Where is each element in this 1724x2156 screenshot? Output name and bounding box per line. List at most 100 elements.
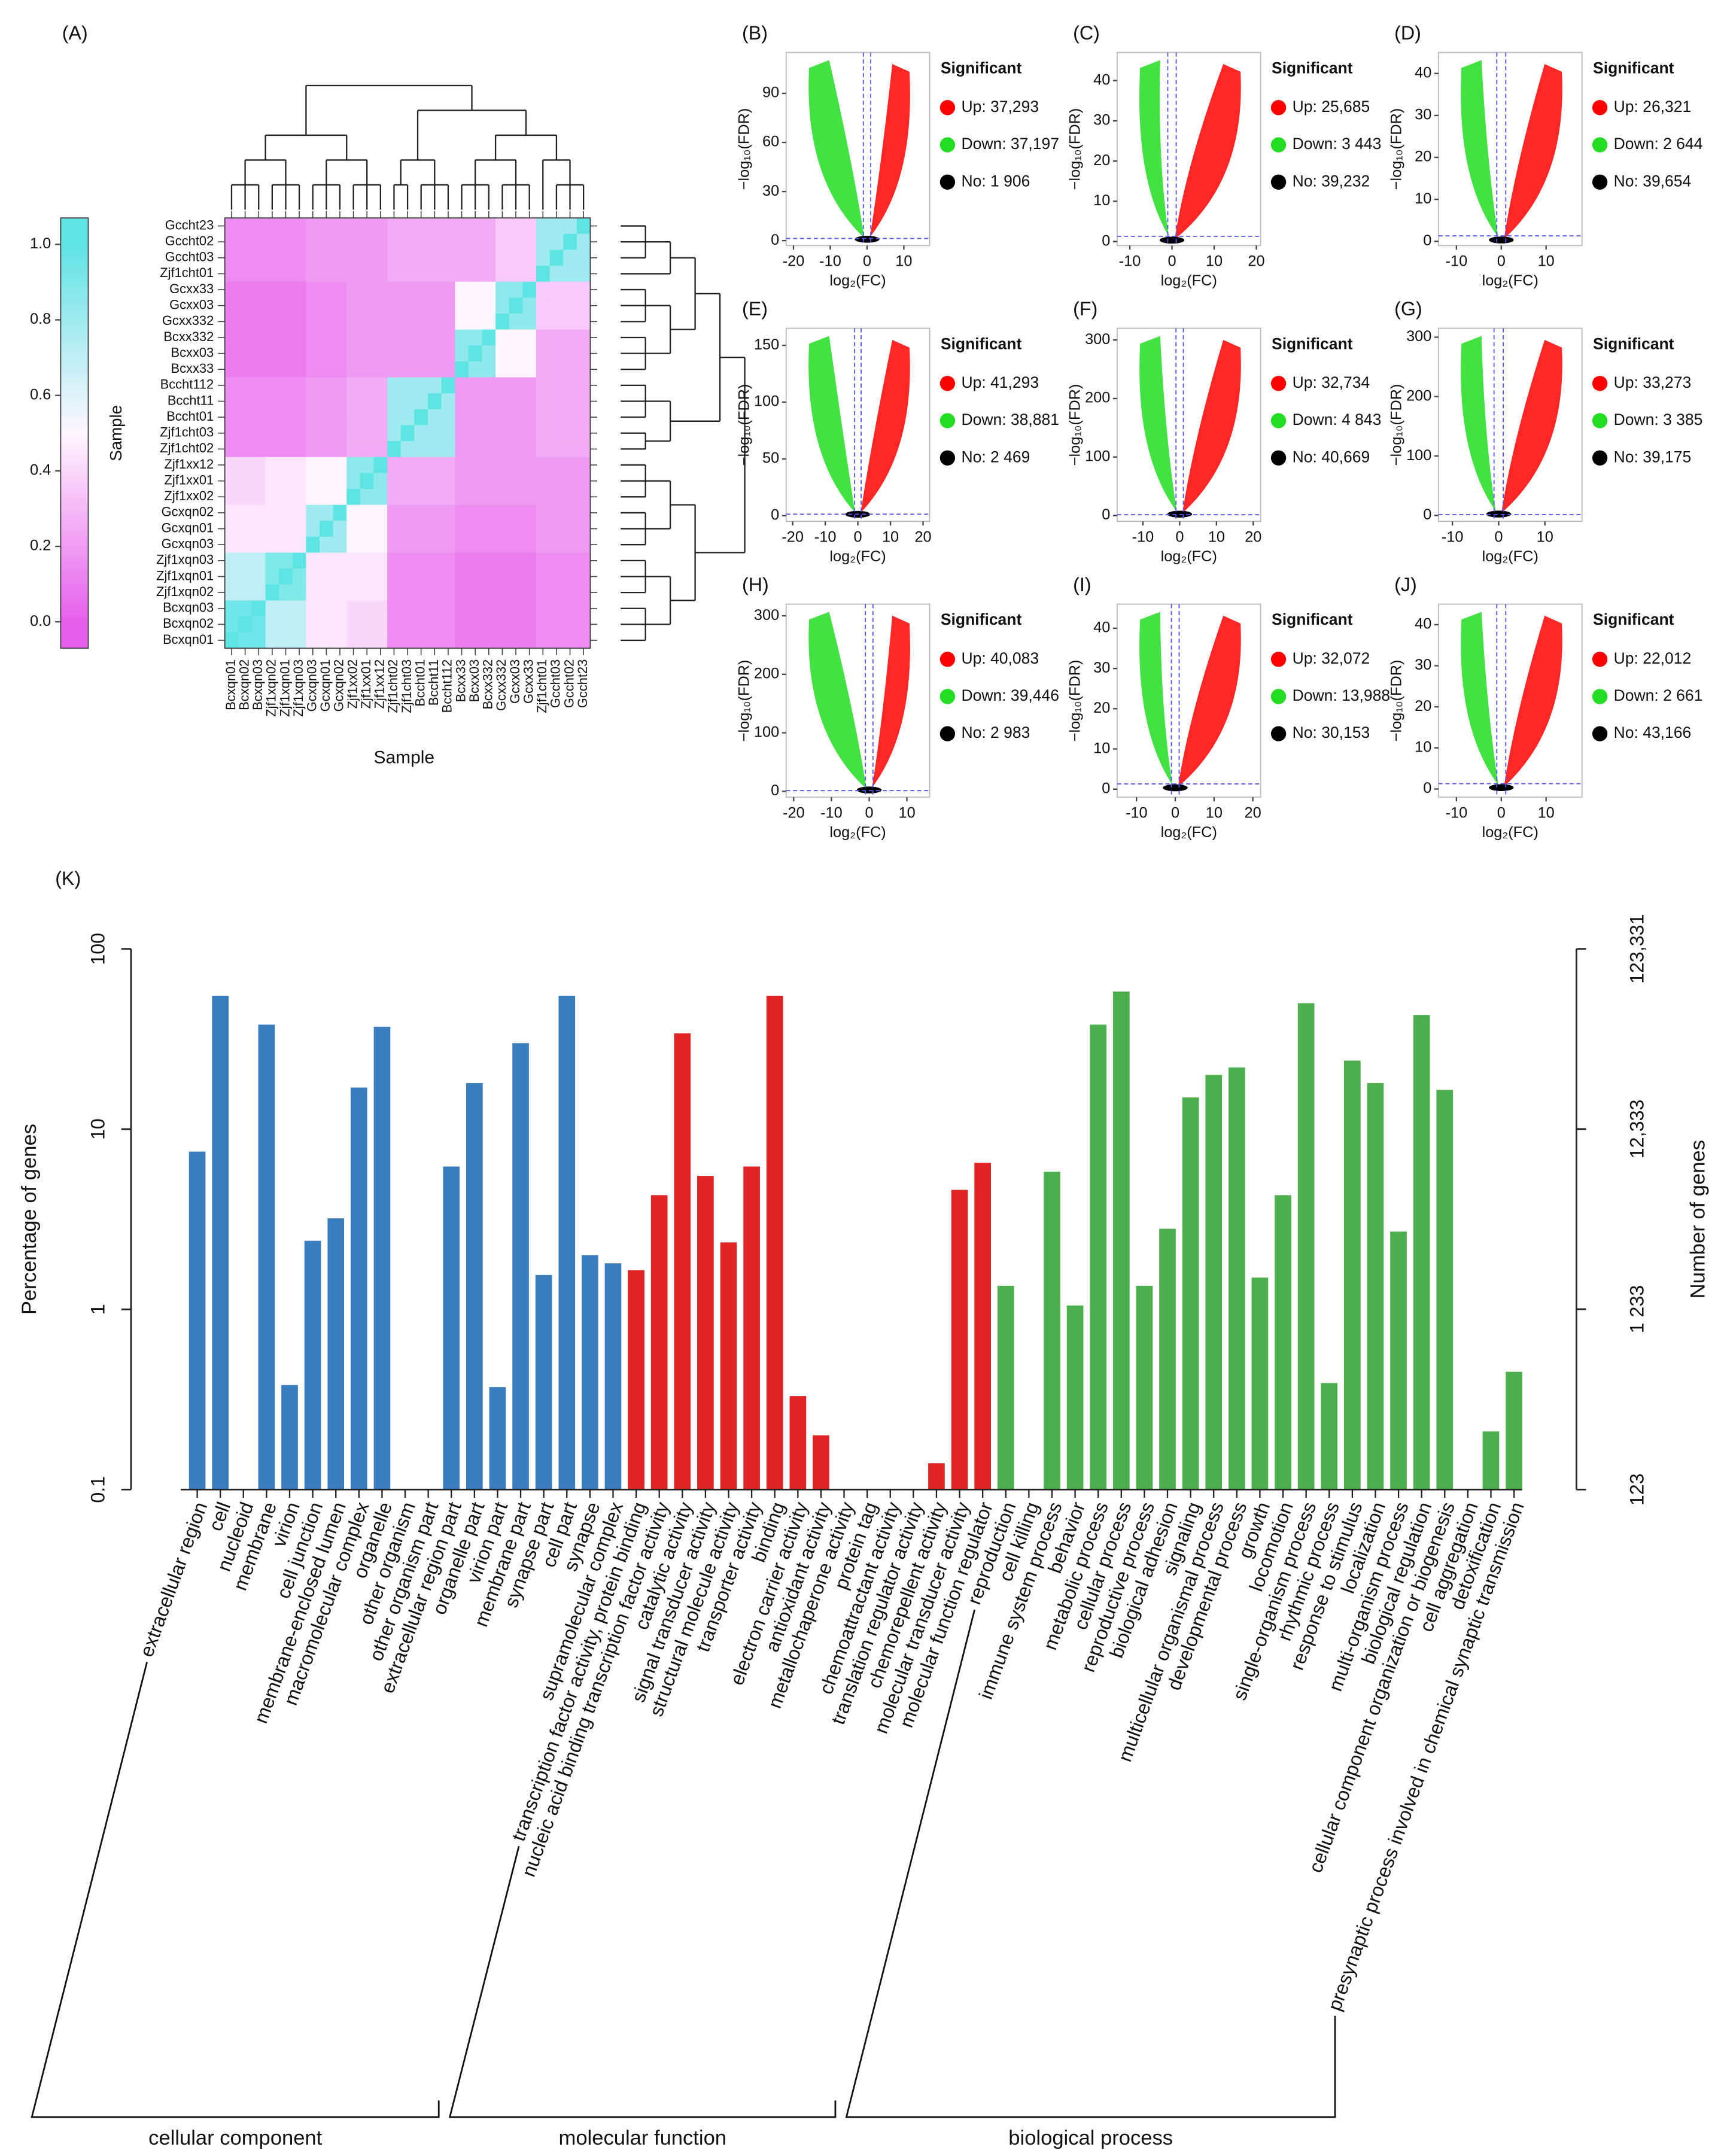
heatmap-cell	[455, 473, 469, 489]
heatmap-cell	[414, 504, 428, 521]
heatmap-cell	[455, 409, 469, 426]
heatmap-cell	[306, 409, 320, 426]
heatmap-cell	[373, 218, 388, 235]
heatmap-cell	[346, 536, 361, 554]
heatmap-cell	[320, 409, 334, 426]
y-tick-label: 30	[762, 183, 779, 199]
heatmap-cell	[468, 457, 483, 474]
heatmap-cell	[509, 552, 524, 569]
heatmap-cell	[320, 568, 334, 585]
heatmap-cell	[265, 409, 279, 426]
group-label: cellular component	[148, 2127, 322, 2149]
heatmap-cell	[265, 297, 279, 314]
heatmap-cell	[441, 568, 455, 585]
heatmap-cell	[373, 536, 388, 554]
heatmap-cell	[495, 552, 510, 569]
heatmap-cell	[400, 457, 415, 474]
no-cloud	[855, 236, 880, 243]
heatmap-cell	[455, 616, 469, 633]
heatmap-cell	[509, 393, 524, 410]
bar	[766, 995, 783, 1490]
heatmap-cell	[482, 441, 496, 458]
heatmap-cell	[292, 409, 307, 426]
heatmap-cell	[387, 632, 402, 649]
heatmap-cell	[576, 250, 591, 266]
heatmap-cell	[536, 361, 551, 378]
heatmap-cell	[468, 377, 483, 394]
heatmap-cell	[509, 536, 524, 554]
heatmap-cell	[536, 457, 551, 474]
heatmap-cell	[428, 600, 442, 617]
x-axis-label: log₂(FC)	[1161, 548, 1217, 565]
bar	[974, 1163, 991, 1490]
heatmap-cell	[495, 425, 510, 442]
heatmap-cell	[482, 616, 496, 633]
heatmap-cell	[251, 266, 266, 282]
heatmap-cell	[441, 600, 455, 617]
bar	[1182, 1097, 1199, 1490]
heatmap-cell	[576, 457, 591, 474]
column-label: Zjf1xx02	[345, 659, 360, 709]
heatmap-cell	[536, 393, 551, 410]
colorbar-slice	[60, 594, 89, 601]
heatmap-cell	[455, 600, 469, 617]
heatmap-cell	[360, 504, 375, 521]
heatmap-cell	[238, 218, 253, 235]
heatmap-cell	[576, 521, 591, 537]
colorbar-slice	[60, 223, 89, 229]
heatmap-cell	[441, 457, 455, 474]
heatmap-cell	[400, 233, 415, 251]
heatmap-cell	[224, 425, 239, 442]
heatmap-cell	[428, 266, 442, 282]
heatmap-cell	[238, 266, 253, 282]
colorbar-slice	[60, 600, 89, 606]
row-label: Bcxqn01	[163, 632, 214, 647]
no-cloud	[1163, 784, 1188, 792]
colorbar-slice	[60, 245, 89, 251]
x-axis-label: log₂(FC)	[1482, 272, 1538, 289]
heatmap-cell	[495, 584, 510, 601]
heatmap-cell	[509, 600, 524, 617]
heatmap-cell	[468, 345, 483, 362]
heatmap-cell	[522, 632, 537, 649]
colorbar-slice	[60, 443, 89, 450]
heatmap-cell	[563, 361, 577, 378]
y-tick-label: 0	[1423, 232, 1431, 249]
heatmap-cell	[360, 521, 375, 537]
legend-title: Significant	[941, 610, 1022, 628]
heatmap-cell	[360, 345, 375, 362]
group-label: biological process	[1008, 2127, 1173, 2149]
heatmap-cell	[428, 281, 442, 299]
heatmap-cell	[251, 281, 266, 299]
legend-swatch	[1270, 376, 1287, 391]
heatmap-cell	[576, 409, 591, 426]
heatmap-cell	[320, 393, 334, 410]
colorbar-slice	[60, 229, 89, 235]
heatmap-cell	[238, 377, 253, 394]
row-label: Zjf1xx02	[165, 488, 214, 503]
heatmap-cell	[333, 297, 347, 314]
heatmap-cell	[387, 409, 402, 426]
heatmap-cell	[414, 441, 428, 458]
heatmap-cell	[373, 521, 388, 537]
heatmap-cell	[265, 504, 279, 521]
group-bracket	[31, 1662, 440, 2118]
bar	[558, 995, 576, 1490]
heatmap-cell	[306, 297, 320, 314]
colorbar-slice	[60, 272, 89, 278]
heatmap-cell	[279, 552, 293, 569]
heatmap-cell	[373, 488, 388, 506]
down-cloud	[1139, 612, 1176, 789]
heatmap-cell	[306, 536, 320, 554]
heatmap-cell	[576, 266, 591, 282]
up-cloud	[1179, 339, 1241, 516]
y-tick-label: 30	[1415, 107, 1431, 123]
column-label: Gcxx03	[507, 659, 522, 704]
heatmap-cell	[468, 488, 483, 506]
heatmap-cell	[224, 600, 239, 617]
colorbar-slice	[60, 427, 89, 434]
heatmap-cell	[224, 536, 239, 554]
group-bracket	[845, 1609, 1336, 2118]
heatmap-cell	[428, 345, 442, 362]
heatmap-cell	[563, 329, 577, 346]
